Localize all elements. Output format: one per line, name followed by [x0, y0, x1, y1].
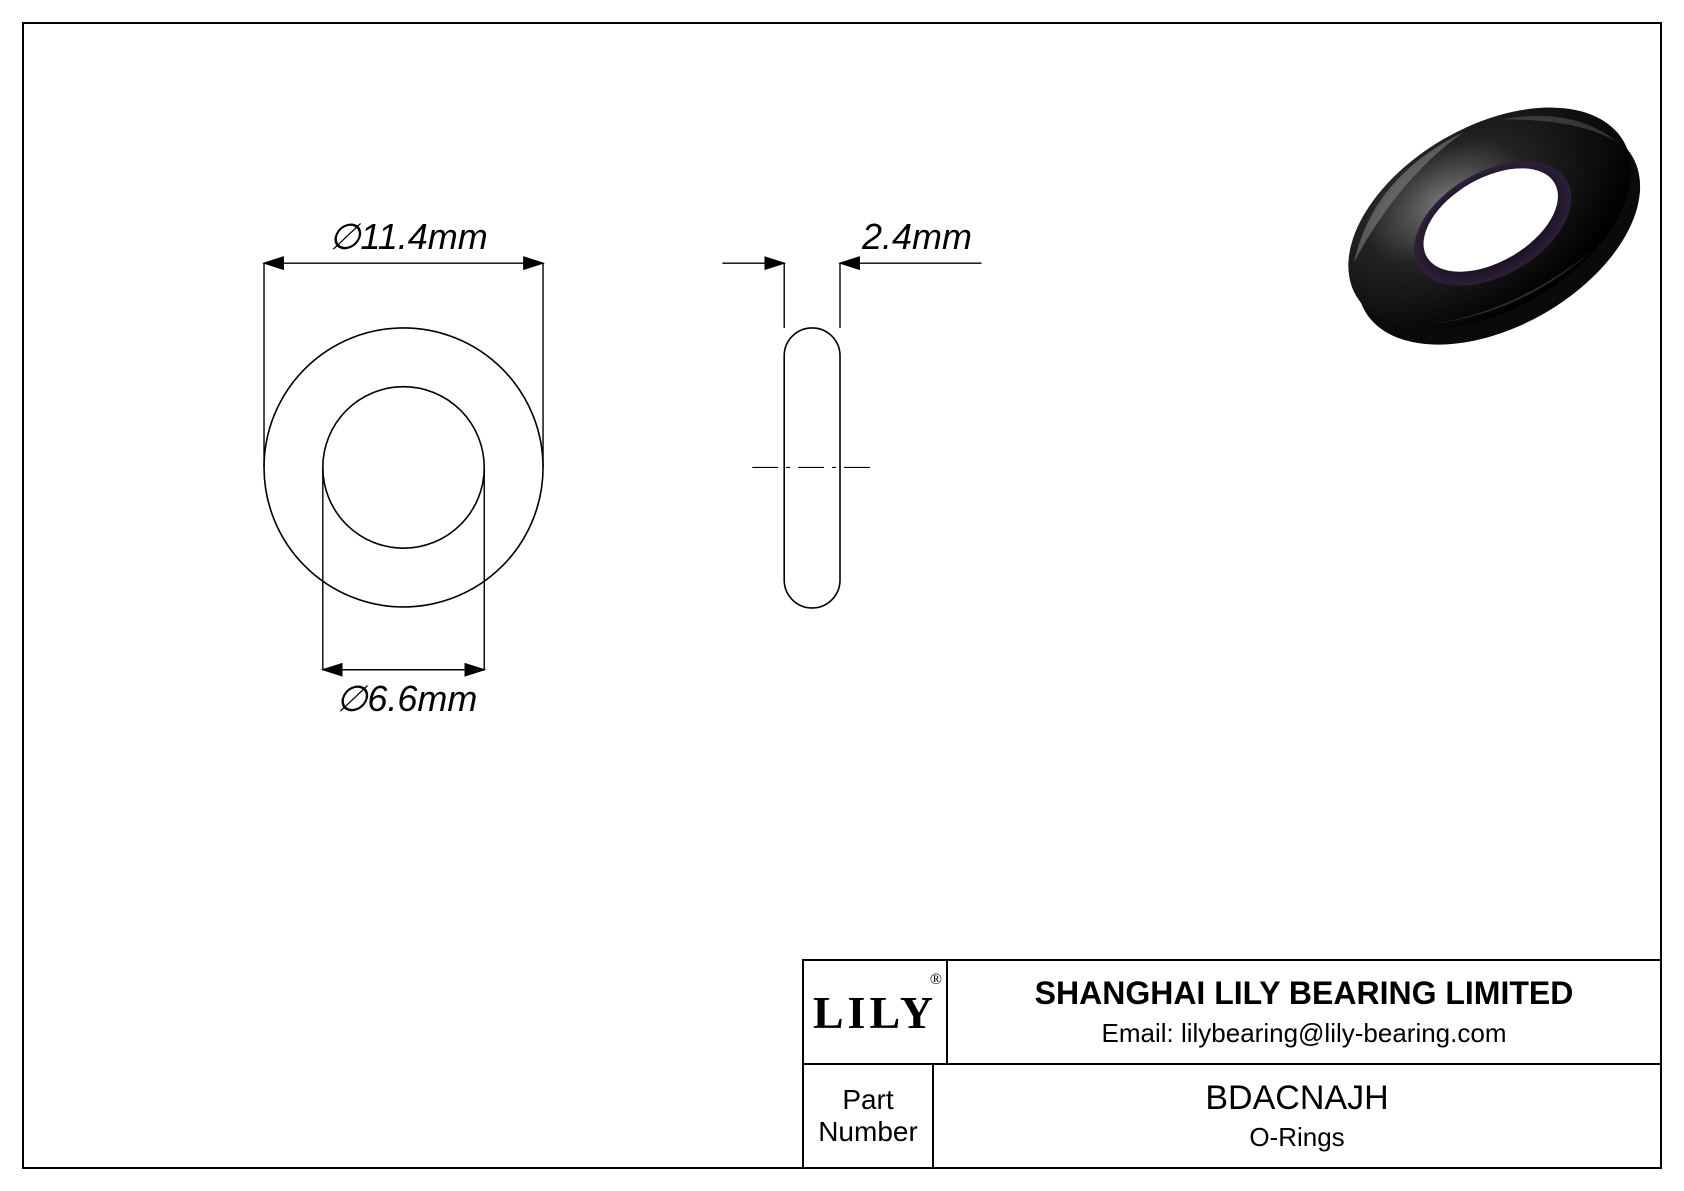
thickness-label: 2.4mm: [862, 216, 972, 258]
side-view: [722, 263, 981, 608]
part-label-line1: Part: [842, 1084, 893, 1115]
title-block: LILY ® SHANGHAI LILY BEARING LIMITED Ema…: [802, 959, 1662, 1169]
part-number-label: Part Number: [804, 1065, 934, 1167]
part-type: O-Rings: [1249, 1122, 1344, 1153]
part-label-line2: Number: [818, 1116, 918, 1147]
inner-diameter-label: ∅6.6mm: [336, 678, 477, 720]
company-name: SHANGHAI LILY BEARING LIMITED: [1035, 975, 1574, 1012]
company-email: Email: lilybearing@lily-bearing.com: [1102, 1018, 1507, 1049]
oring-3d-render: [1310, 62, 1660, 391]
part-number-value: BDACNAJH: [1205, 1079, 1388, 1118]
registered-mark: ®: [930, 971, 942, 989]
drawing-frame: ∅11.4mm ∅6.6mm 2.4mm LILY ® SHANGHAI LIL…: [22, 22, 1662, 1169]
company-logo: LILY ®: [804, 961, 948, 1063]
front-view: [264, 263, 543, 670]
logo-text: LILY: [813, 986, 937, 1039]
outer-diameter-label: ∅11.4mm: [329, 216, 488, 258]
